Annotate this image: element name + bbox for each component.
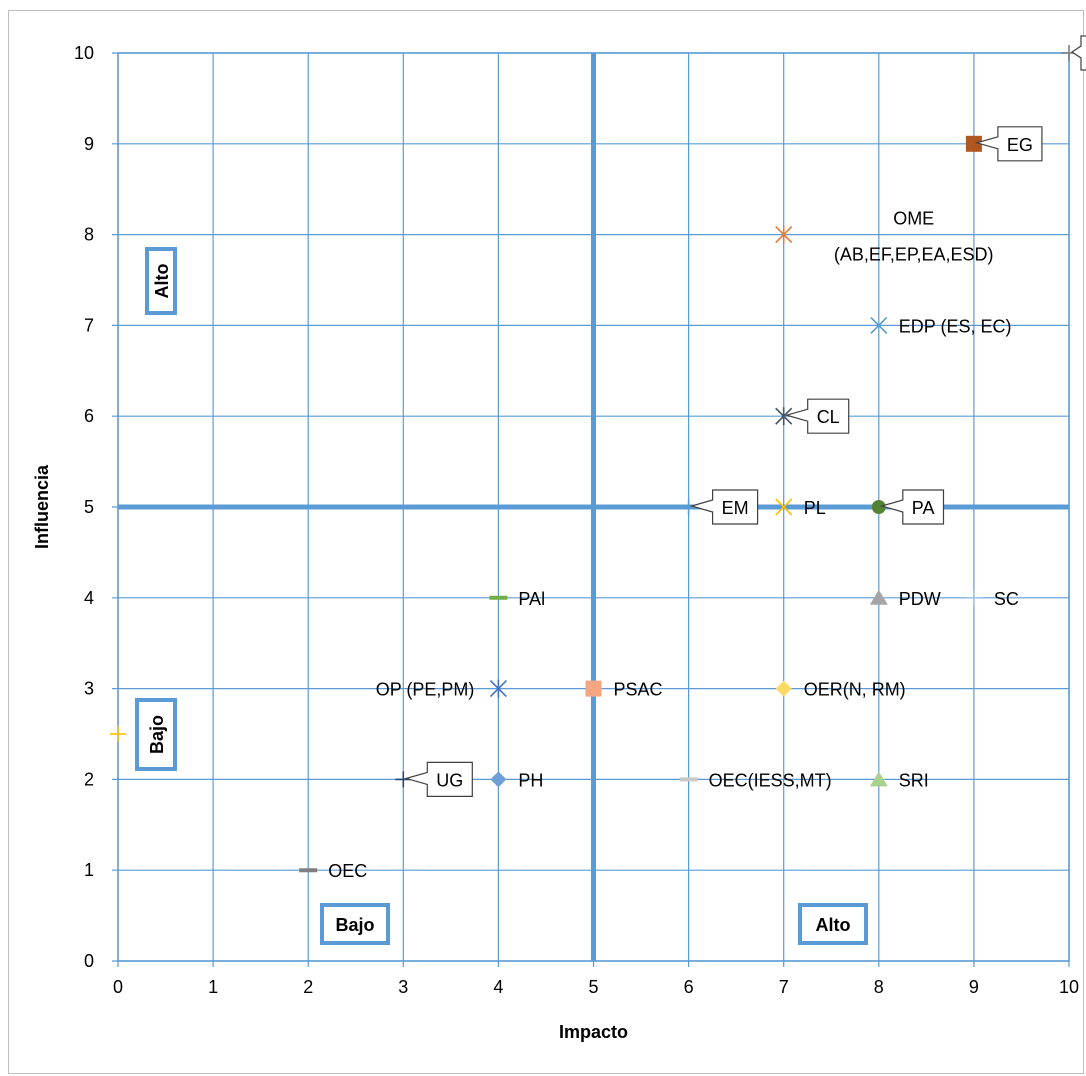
y-tick-label: 8 (84, 225, 94, 245)
y-tick-label: 7 (84, 315, 94, 335)
callout-label: PA (879, 489, 945, 525)
chart-frame (8, 10, 1084, 1074)
callout-label: CL (784, 398, 850, 434)
callout-label: UG (404, 761, 473, 797)
quadrant-label-text: Alto (816, 915, 851, 935)
data-point (775, 680, 792, 697)
x-tick-label: 5 (588, 977, 598, 997)
x-tick-label: 7 (779, 977, 789, 997)
y-tick-label: 3 (84, 679, 94, 699)
callout-label: EG (974, 126, 1043, 162)
data-point (585, 680, 602, 697)
callout-label: EM (689, 489, 759, 525)
x-tick-label: 9 (969, 977, 979, 997)
data-point (775, 407, 793, 426)
data-label: PSAC (614, 680, 663, 700)
x-tick-label: 6 (684, 977, 694, 997)
data-point (490, 771, 507, 788)
data-label: PH (518, 770, 543, 790)
data-point (775, 498, 793, 516)
data-label: OME (893, 209, 934, 229)
x-tick-label: 1 (208, 977, 218, 997)
x-tick-label: 3 (398, 977, 408, 997)
callout-text: CL (817, 407, 840, 427)
callout-text: EG (1007, 135, 1033, 155)
callout-text: PA (912, 498, 935, 518)
quadrant-label-low-influence: Bajo (135, 698, 177, 771)
data-label: OEC (328, 861, 367, 881)
data-label: OER(N, RM) (804, 680, 906, 700)
quadrant-label-high-impact: Alto (798, 903, 868, 945)
quadrant-label-high-influence: Alto (145, 247, 177, 315)
data-point (871, 500, 886, 514)
data-points (110, 45, 1077, 873)
data-labels: RS EG OME (AB,EF,EP,EA,ESD) EDP (ES, EC) CL EM… (328, 35, 1086, 881)
callout-label: RS (1070, 35, 1086, 71)
data-label: OP (PE,PM) (376, 680, 475, 700)
data-label: EDP (ES, EC) (899, 316, 1012, 336)
data-point (870, 316, 888, 334)
data-label: (AB,EF,EP,EA,ESD) (834, 245, 994, 265)
x-tick-label: 4 (493, 977, 503, 997)
y-tick-label: 9 (84, 134, 94, 154)
quadrant-label-text: Alto (152, 264, 172, 299)
data-point (775, 225, 793, 244)
gridlines (112, 52, 1070, 967)
data-point (110, 726, 126, 742)
y-tick-label: 2 (84, 769, 94, 789)
data-point (869, 589, 888, 605)
data-label: SRI (899, 770, 929, 790)
x-axis-title: Impacto (559, 1022, 628, 1042)
tick-labels: 0 1 2 3 4 5 6 7 8 9 10 0 1 2 3 4 5 6 7 8 9 10 (74, 43, 1079, 997)
data-point (489, 679, 507, 698)
data-label: OEC(IESS,MT) (709, 770, 832, 790)
x-tick-label: 0 (113, 977, 123, 997)
quadrant-label-text: Bajo (335, 915, 374, 935)
quadrant-label-low-impact: Bajo (320, 903, 390, 945)
quadrant-labels: Alto Bajo Bajo Alto (135, 247, 868, 945)
y-tick-label: 0 (84, 951, 94, 971)
y-axis-title: Influencia (32, 464, 52, 549)
data-label: PDW (899, 589, 941, 609)
y-tick-label: 5 (84, 497, 94, 517)
data-point (869, 771, 888, 787)
data-point (965, 135, 982, 152)
quadrant-label-text: Bajo (147, 715, 167, 754)
callout-text: UG (436, 770, 463, 790)
y-tick-label: 6 (84, 406, 94, 426)
data-label: SC (994, 589, 1019, 609)
x-tick-label: 8 (874, 977, 884, 997)
x-tick-label: 10 (1059, 977, 1079, 997)
data-label: PAl (518, 589, 545, 609)
y-tick-label: 4 (84, 588, 94, 608)
y-tick-label: 10 (74, 43, 94, 63)
x-tick-label: 2 (303, 977, 313, 997)
data-point (965, 589, 982, 606)
callout-text: EM (722, 498, 749, 518)
data-label: PL (804, 498, 826, 518)
y-tick-label: 1 (84, 860, 94, 880)
